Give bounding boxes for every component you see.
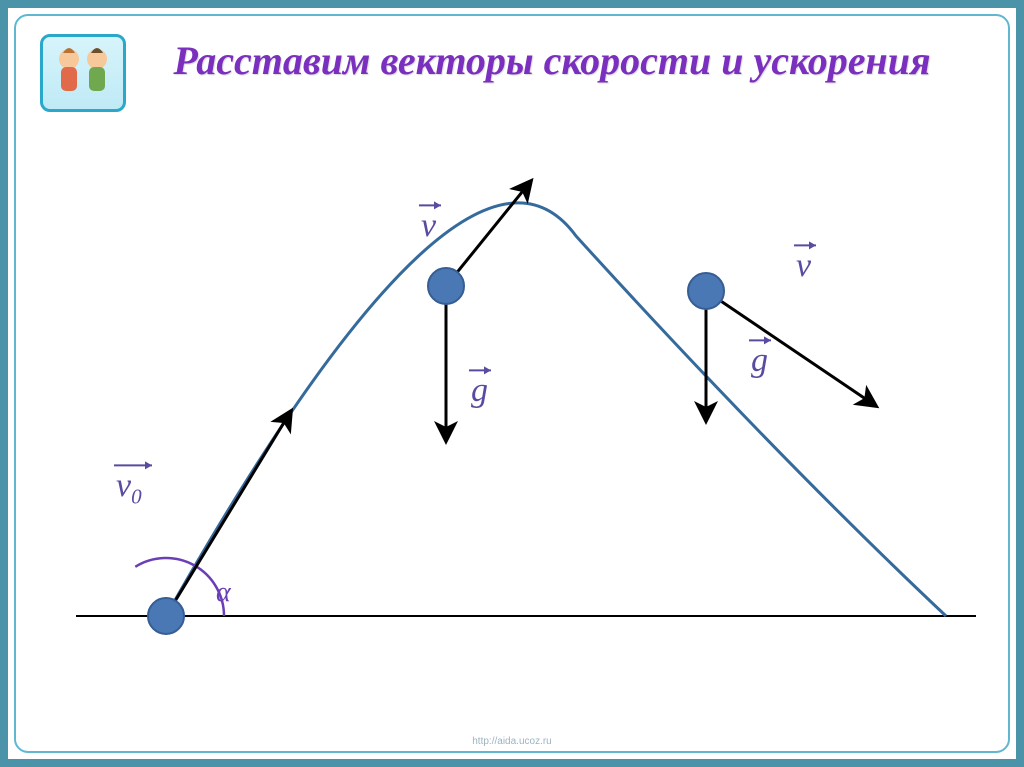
slide-frame: Расставим векторы скорости и ускорения α… [0,0,1024,767]
svg-text:g: g [471,372,488,409]
point-p2 [688,273,724,309]
slide-title: Расставим векторы скорости и ускорения [136,36,968,86]
point-p0 [148,598,184,634]
label-v0_label: v0 [114,461,152,508]
svg-text:v: v [421,207,437,244]
label-g1_label: g [469,366,491,409]
vector-v1 [446,181,531,286]
svg-text:g: g [751,342,768,379]
slide-icon-badge [40,34,126,112]
projectile-diagram: α v0 v g v g [76,176,976,696]
vector-v2 [706,291,876,406]
svg-text:v0: v0 [116,467,142,508]
title-text: Расставим векторы скорости и ускорения [173,38,930,83]
angle-label: α [216,577,232,608]
label-g2_label: g [749,336,771,379]
svg-text:v: v [796,247,812,284]
label-v2_label: v [794,241,816,284]
footer-url: http://aida.ucoz.ru [16,736,1008,747]
slide-inner-frame: Расставим векторы скорости и ускорения α… [14,14,1010,753]
children-icon [43,37,123,109]
trajectory-curve [166,203,946,616]
point-p1 [428,268,464,304]
diagram-svg: α v0 v g v g [76,176,976,696]
